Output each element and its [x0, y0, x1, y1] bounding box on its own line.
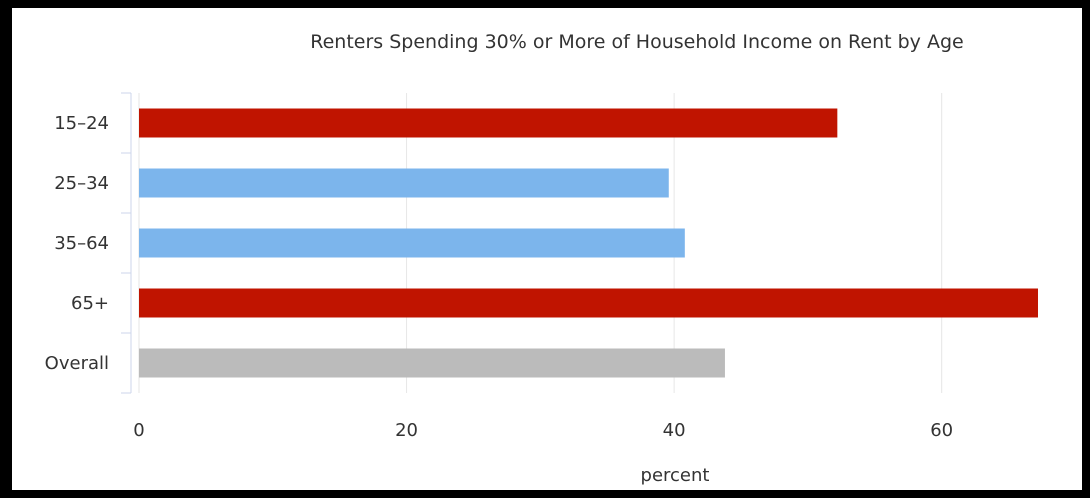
category-label: 65+ [71, 293, 109, 314]
x-axis-title: percent [641, 465, 710, 486]
bars [139, 108, 1038, 378]
bar[interactable] [139, 228, 685, 258]
x-axis-ticks: 0 20 40 60 [133, 420, 953, 441]
bar[interactable] [139, 168, 669, 198]
category-label: 25–34 [54, 173, 109, 194]
bar[interactable] [139, 348, 725, 378]
category-label: 35–64 [54, 233, 109, 254]
bar[interactable] [139, 108, 838, 138]
chart-title: Renters Spending 30% or More of Househol… [310, 31, 963, 53]
x-tick-label: 60 [930, 420, 953, 441]
x-tick-label: 0 [133, 420, 144, 441]
x-tick-label: 20 [395, 420, 418, 441]
bar-chart: Renters Spending 30% or More of Househol… [45, 31, 1038, 486]
bar[interactable] [139, 288, 1038, 318]
y-axis [121, 92, 132, 394]
category-label: 15–24 [54, 113, 109, 134]
category-label: Overall [45, 353, 109, 374]
chart-frame: Renters Spending 30% or More of Househol… [12, 8, 1082, 490]
category-labels: 15–24 25–34 35–64 65+ Overall [45, 113, 109, 374]
x-tick-label: 40 [663, 420, 686, 441]
